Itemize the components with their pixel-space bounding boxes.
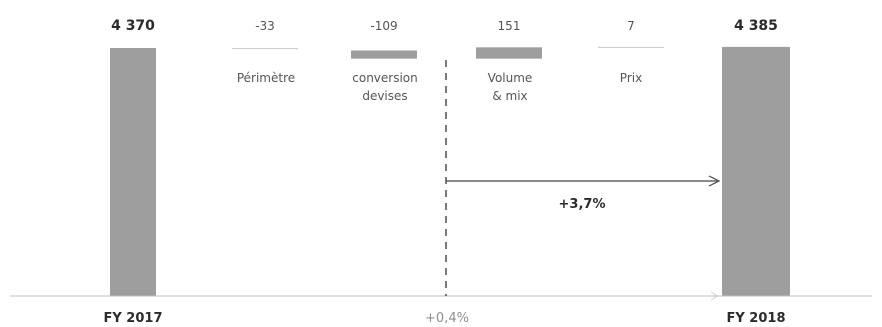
step-value-conversion: -109: [370, 19, 397, 33]
x-label-fy2017: FY 2017: [103, 311, 162, 326]
bar-fy2018: [722, 46, 790, 296]
growth-arrow-head: [708, 175, 721, 187]
end-value-label: 4 385: [734, 18, 778, 34]
step-label-conversion-line2: devises: [362, 89, 407, 103]
bar-fy2017: [110, 48, 156, 296]
total-growth-label: +0,4%: [425, 311, 469, 326]
axis-arrow-head: [710, 291, 720, 301]
step-value-prix: 7: [627, 19, 635, 33]
step-value-perimetre: -33: [255, 19, 275, 33]
step-label-conversion-line1: conversion: [352, 71, 418, 85]
step-bar-1: [351, 50, 417, 59]
step-label-perimetre: Périmètre: [237, 71, 295, 85]
step-bar-2: [476, 47, 542, 59]
step-value-volume: 151: [498, 19, 521, 33]
step-label-volume-line1: Volume: [488, 71, 533, 85]
chart-marks: [110, 46, 790, 296]
start-value-label: 4 370: [111, 18, 155, 34]
organic-growth-label: +3,7%: [559, 197, 606, 212]
x-label-fy2018: FY 2018: [726, 311, 785, 326]
step-label-volume-line2: & mix: [492, 89, 527, 103]
step-bar-0: [232, 48, 298, 50]
step-label-prix: Prix: [620, 71, 642, 85]
step-bar-3: [598, 46, 664, 48]
